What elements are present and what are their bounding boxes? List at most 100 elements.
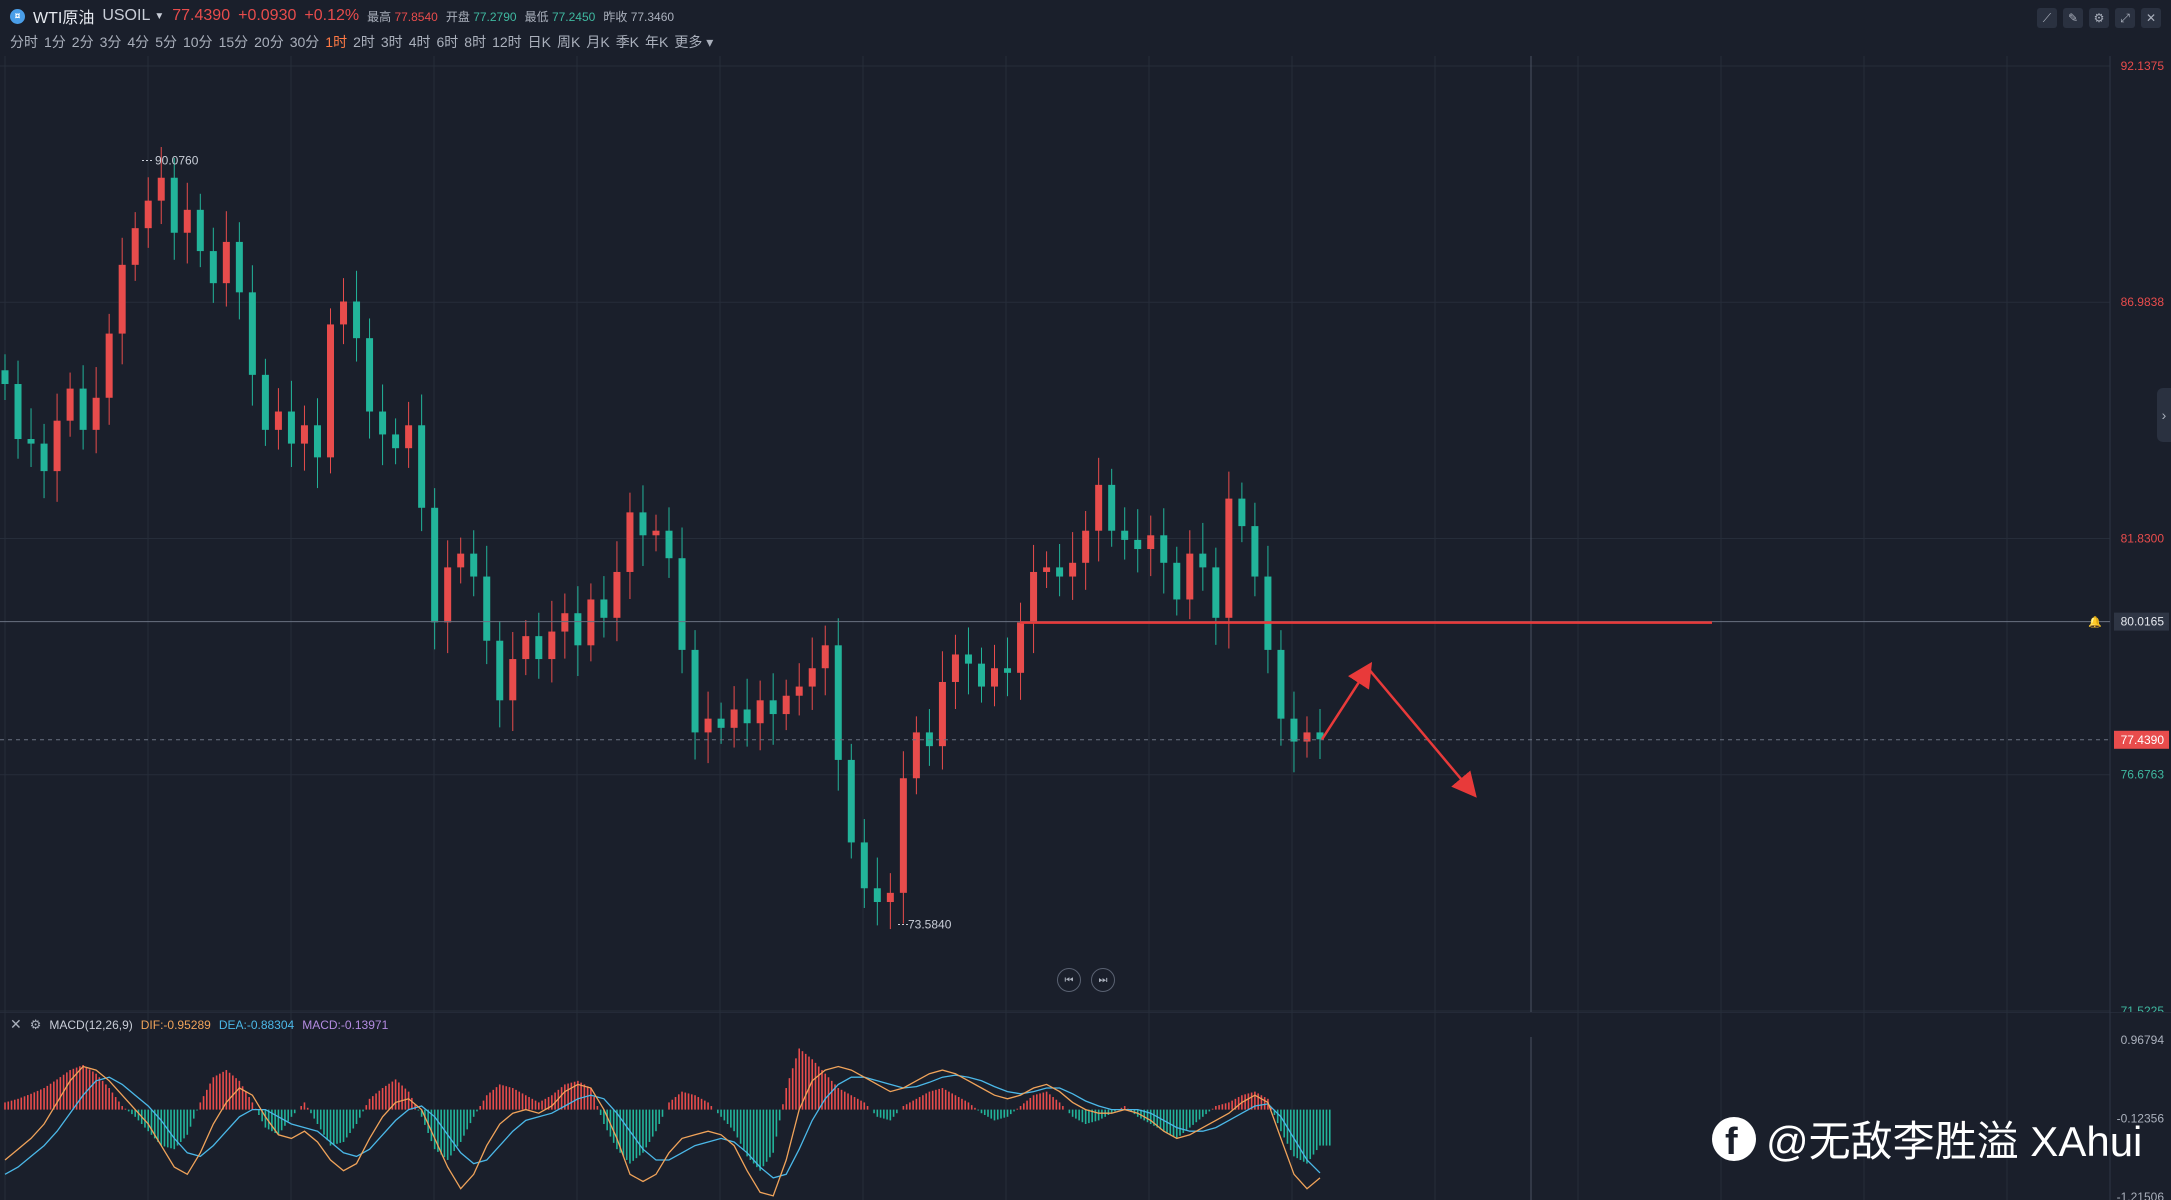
timeframe-5[interactable]: 5分 [155, 34, 177, 50]
candle-body [1199, 553, 1207, 568]
symbol-code[interactable]: USOIL [102, 7, 151, 24]
candle-body [665, 530, 673, 559]
candle [873, 857, 881, 926]
timeframe-19[interactable]: 月K [586, 34, 610, 50]
timeframe-17[interactable]: 日K [527, 34, 551, 50]
candle [1316, 709, 1324, 759]
timeframe-13[interactable]: 4时 [408, 34, 431, 50]
candle [300, 405, 308, 471]
pen-icon[interactable]: ✎ [2063, 8, 2083, 28]
jump-start-icon[interactable]: ⏮ [1057, 968, 1081, 992]
candle [691, 630, 699, 760]
candle-body [808, 668, 816, 687]
candle-body [444, 567, 452, 623]
line-tool-icon[interactable]: ⟋ [2037, 8, 2057, 28]
candle [522, 620, 530, 676]
candle [1160, 508, 1168, 594]
candle [131, 212, 139, 281]
open-label: 开盘 [445, 9, 470, 24]
timeframe-9[interactable]: 30分 [289, 34, 320, 50]
candle-body [1017, 622, 1025, 673]
timeframe-20[interactable]: 季K [615, 34, 640, 50]
timeframe-7[interactable]: 15分 [218, 34, 249, 50]
timeframe-8[interactable]: 20分 [254, 34, 284, 50]
side-panel-toggle-icon[interactable]: › [2157, 388, 2171, 442]
candle [183, 182, 191, 264]
close-indicator-icon[interactable]: ✕ [10, 1016, 22, 1032]
candle [704, 691, 712, 764]
timeframe-11[interactable]: 2时 [353, 34, 375, 50]
dif-line [4, 1065, 1321, 1197]
settings-icon[interactable]: ⚙ [2089, 8, 2109, 28]
symbol-dropdown-icon[interactable]: ▼ [154, 10, 165, 22]
candle-body [1030, 571, 1038, 623]
candle-body [548, 631, 556, 660]
timeframe-22[interactable]: 更多 ▾ [674, 34, 714, 50]
candle-body [951, 654, 959, 682]
timeframe-18[interactable]: 周K [557, 34, 581, 50]
candle-body [470, 553, 478, 577]
candle [222, 211, 230, 307]
candle-body [53, 420, 61, 472]
candle [509, 632, 517, 732]
price-axis-label: 86.9838 [2121, 295, 2165, 309]
candle [548, 600, 556, 683]
candle [53, 393, 61, 502]
candle [457, 537, 465, 584]
timeframe-4[interactable]: 4分 [127, 34, 150, 50]
candle [405, 401, 413, 468]
candle [938, 651, 946, 770]
prev-close-label: 昨收 [603, 9, 628, 24]
close-icon[interactable]: ✕ [2141, 8, 2161, 28]
candle-body [717, 718, 725, 728]
watermark-text: @无敌李胜溢 XAhui [1766, 1118, 2143, 1165]
candle [392, 418, 400, 465]
candle-body [1264, 576, 1272, 650]
candle-body [300, 425, 308, 444]
candle-body [313, 425, 321, 458]
timeframe-6[interactable]: 10分 [182, 34, 213, 50]
candle-body [1212, 567, 1220, 618]
jump-end-icon[interactable]: ⏭ [1091, 968, 1115, 992]
quote-header: ¤ WTI原油 USOIL ▼ 77.4390 +0.0930 +0.12% 最… [10, 6, 674, 27]
timeframe-14[interactable]: 6时 [436, 34, 459, 50]
timeframe-3[interactable]: 3分 [99, 34, 122, 50]
low-value: 77.2450 [551, 9, 596, 24]
timeframe-1[interactable]: 1分 [44, 34, 66, 50]
timeframe-21[interactable]: 年K [645, 34, 669, 50]
candle [92, 367, 100, 454]
candle-body [235, 241, 243, 293]
candle-body [1147, 535, 1155, 550]
candle-body [209, 251, 217, 284]
candle-body [613, 571, 621, 618]
candle [483, 545, 491, 665]
candle [170, 158, 178, 260]
candle [40, 423, 48, 499]
candle-body [1134, 539, 1142, 550]
indicator-settings-icon[interactable]: ⚙ [29, 1016, 42, 1032]
candle-body [743, 709, 751, 724]
candle-body [522, 636, 530, 660]
macd-dea: DEA:-0.88304 [218, 1017, 295, 1032]
expand-icon[interactable]: ⤢ [2115, 8, 2135, 28]
timeframe-2[interactable]: 2分 [71, 34, 94, 50]
candle-body [131, 228, 139, 265]
timeframe-10[interactable]: 1时 [325, 34, 348, 50]
candle [1004, 637, 1012, 697]
timeframe-16[interactable]: 12时 [492, 34, 522, 50]
candle [860, 819, 868, 908]
candle [574, 586, 582, 677]
price-axis-label: 81.8300 [2121, 532, 2165, 546]
macd-chart[interactable]: 0.96794 -0.12356 -1.21506 [0, 1012, 2171, 1200]
price-chart[interactable]: 92.1375 86.9838 81.8300 76.6763 71.5225 90.07… [0, 56, 2171, 1012]
candle [1017, 602, 1025, 700]
timeframe-0[interactable]: 分时 [10, 34, 38, 50]
candle-body [1173, 562, 1181, 600]
timeframe-12[interactable]: 3时 [380, 34, 403, 50]
alarm-bell-icon: 🔔 [2088, 616, 2102, 629]
symbol-name[interactable]: WTI原油 [33, 10, 95, 27]
candle [1238, 482, 1246, 543]
candle [1225, 471, 1233, 649]
timeframe-15[interactable]: 8时 [464, 34, 487, 50]
arrow-down [1367, 667, 1477, 798]
